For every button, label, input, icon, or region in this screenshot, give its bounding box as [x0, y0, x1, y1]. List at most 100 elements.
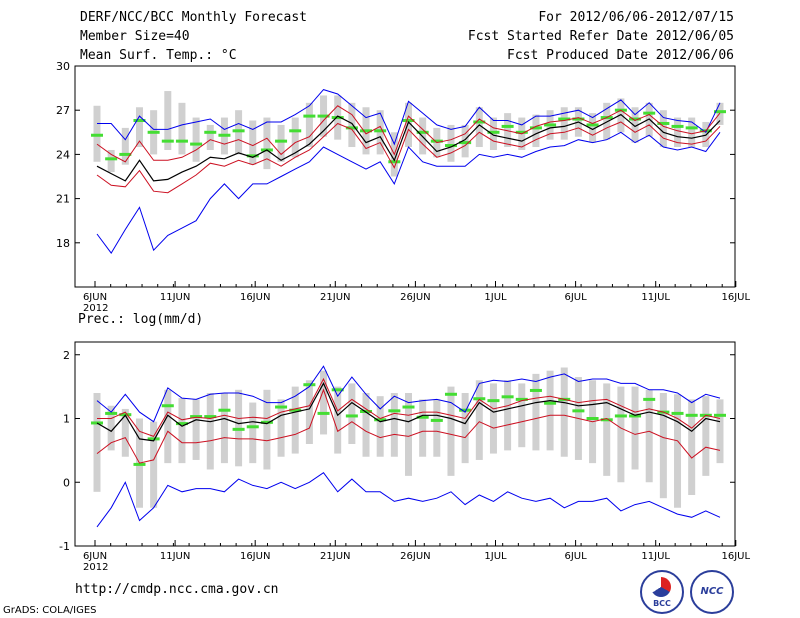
median-mark: [161, 139, 174, 143]
spread-box: [532, 114, 540, 148]
median-mark: [572, 409, 585, 413]
median-mark: [416, 130, 429, 134]
median-mark: [105, 411, 118, 415]
median-mark: [501, 395, 514, 399]
median-mark: [487, 399, 500, 403]
x-year-label: 2012: [83, 562, 108, 573]
x-tick-label: 21JUN: [320, 551, 350, 562]
median-mark: [600, 418, 613, 422]
median-mark: [430, 418, 443, 422]
plus-sd-line: [96, 105, 721, 163]
x-tick-label: 6JUL: [564, 292, 587, 303]
median-mark: [714, 413, 726, 417]
y-tick-label: 30: [56, 60, 70, 73]
median-mark: [388, 160, 401, 164]
spread-box: [475, 380, 483, 460]
median-mark: [714, 110, 726, 114]
median-mark: [572, 117, 585, 121]
y-tick-label: 1: [63, 413, 70, 426]
median-mark: [218, 133, 231, 137]
median-mark: [586, 417, 599, 420]
spread-box: [702, 396, 710, 476]
produced-date: Fcst Produced Date 2012/06/06: [507, 48, 734, 63]
spread-box: [631, 107, 639, 143]
spread-box: [249, 402, 257, 464]
spread-box: [688, 117, 696, 148]
median-mark: [402, 119, 415, 123]
x-tick-label: 6JUN: [83, 292, 107, 303]
x-tick-label: 16JUN: [240, 551, 270, 562]
min-line: [96, 472, 721, 528]
spread-box: [674, 394, 682, 508]
median-mark: [360, 129, 373, 133]
max-line: [96, 365, 721, 423]
median-mark: [685, 413, 698, 417]
spread-box: [107, 405, 115, 451]
grads-credit: GrADS: COLA/IGES: [3, 605, 97, 616]
spread-box: [546, 370, 554, 451]
median-mark: [473, 397, 486, 401]
median-mark: [232, 129, 245, 133]
chart-title: DERF/NCC/BCC Monthly Forecast: [80, 10, 307, 25]
median-mark: [671, 411, 684, 415]
median-mark: [289, 129, 302, 133]
x-tick-label: 21JUN: [320, 292, 350, 303]
max-line: [97, 89, 721, 146]
y-tick-label: 0: [63, 476, 70, 489]
x-year-label: 2012: [83, 303, 108, 314]
spread-box: [390, 393, 398, 457]
median-mark: [175, 139, 188, 143]
spread-box: [688, 399, 696, 495]
median-mark: [133, 119, 146, 123]
spread-box: [164, 91, 172, 150]
median-mark: [147, 130, 160, 134]
x-tick-label: 11JUN: [160, 292, 190, 303]
spread-box: [617, 386, 625, 483]
median-mark: [133, 462, 146, 466]
forecast-period: For 2012/06/06-2012/07/15: [538, 10, 734, 25]
spread-box: [121, 408, 129, 457]
spread-box: [334, 386, 342, 454]
spread-box: [447, 386, 455, 476]
spread-box: [135, 107, 143, 148]
mean-line: [96, 113, 721, 182]
spread-box: [249, 120, 257, 165]
x-tick-label: 6JUL: [564, 551, 587, 562]
spread-box: [405, 393, 412, 476]
spread-box: [376, 396, 384, 457]
spread-box: [320, 370, 328, 435]
median-mark: [190, 142, 203, 146]
median-mark: [218, 408, 231, 412]
median-mark: [317, 114, 330, 118]
median-mark: [260, 420, 273, 424]
median-mark: [501, 124, 514, 128]
median-mark: [374, 129, 387, 133]
spread-box: [518, 383, 526, 448]
spread-box: [192, 117, 200, 162]
started-date: Fcst Started Refer Date 2012/06/05: [467, 29, 734, 44]
spread-box: [560, 107, 568, 140]
median-mark: [204, 415, 217, 419]
y-tick-label: 18: [56, 237, 70, 250]
spread-box: [263, 117, 271, 170]
median-mark: [331, 388, 344, 392]
spread-box: [263, 389, 271, 470]
median-mark: [91, 421, 103, 425]
spread-box: [348, 383, 356, 444]
median-mark: [402, 405, 415, 409]
min-line: [96, 131, 721, 254]
spread-box: [150, 421, 158, 508]
median-mark: [246, 425, 259, 429]
median-mark: [685, 126, 698, 130]
spread-box: [305, 102, 313, 148]
source-url[interactable]: http://cmdp.ncc.cma.gov.cn: [75, 582, 279, 597]
median-mark: [105, 157, 118, 161]
spread-box: [631, 386, 639, 470]
median-mark: [246, 154, 259, 158]
x-tick-label: 1JUL: [484, 551, 507, 562]
minus-sd-line: [96, 121, 721, 194]
median-mark: [345, 414, 358, 418]
median-mark: [459, 408, 472, 412]
